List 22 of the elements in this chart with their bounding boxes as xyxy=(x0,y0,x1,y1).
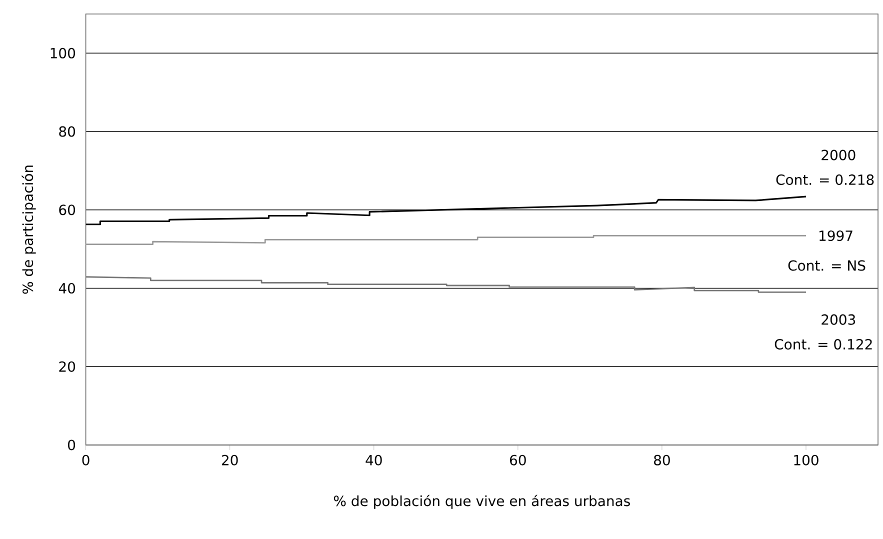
line-series xyxy=(85,235,807,246)
series-label: 1997 xyxy=(820,230,852,242)
series-label: 2003 xyxy=(822,314,856,325)
y-tick-label: 40 xyxy=(58,283,76,294)
y-tick-label: 20 xyxy=(59,361,76,372)
x-tick-label: 80 xyxy=(654,454,670,466)
y-tick-label: 80 xyxy=(59,126,76,137)
annotation: Cont. = 0.122 xyxy=(774,339,872,350)
line-series xyxy=(85,276,807,293)
x-axis-title: % de población que vive en áreas urbanas xyxy=(334,494,630,510)
x-tick-label: 20 xyxy=(222,454,238,466)
x-tick-label: 0 xyxy=(82,454,90,466)
annotation: Cont. = NS xyxy=(788,260,866,271)
y-tick-label: 0 xyxy=(68,440,76,450)
x-tick-label: 100 xyxy=(794,454,818,466)
y-tick-label: 60 xyxy=(59,204,76,216)
x-tick-label: 60 xyxy=(510,454,526,466)
text: 2000 xyxy=(822,150,856,160)
y-axis-title: % de participación xyxy=(22,166,36,294)
annotation: Cont. = 0.218 xyxy=(776,174,874,186)
y-tick-label: 100 xyxy=(50,48,76,59)
x-tick-label: 40 xyxy=(366,454,382,466)
